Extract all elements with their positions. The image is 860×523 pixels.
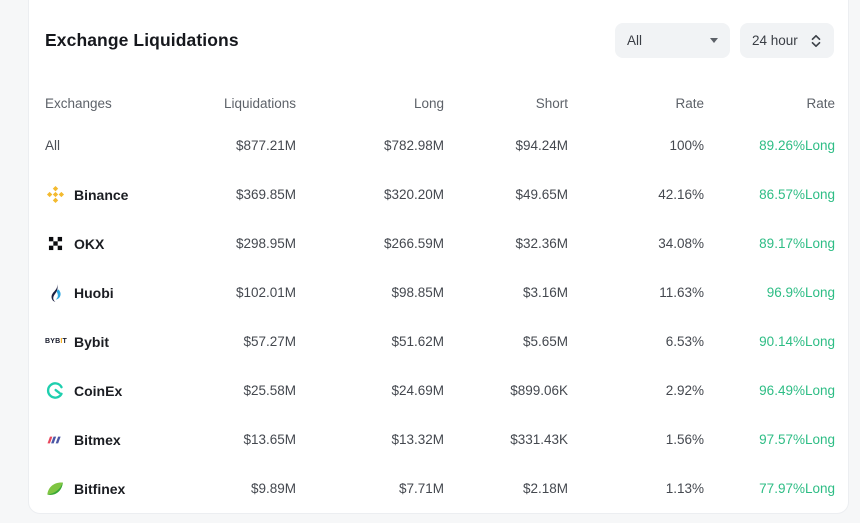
long-rate-value: 89.17%Long <box>759 236 835 251</box>
exchange-label: Bitfinex <box>74 480 126 497</box>
table-header-row: Exchanges Liquidations Long Short Rate R… <box>45 85 835 121</box>
long-value: $266.59M <box>383 236 444 251</box>
long-rate-value: 90.14%Long <box>759 334 835 349</box>
rate-value: 6.53% <box>665 334 704 349</box>
long-rate-value: 96.49%Long <box>759 383 835 398</box>
chevron-down-icon <box>710 38 718 43</box>
exchange-label: Huobi <box>74 284 114 301</box>
binance-icon <box>45 185 65 205</box>
exchange-label: All <box>45 138 61 153</box>
short-value: $3.16M <box>522 285 568 300</box>
liquidations-table: Exchanges Liquidations Long Short Rate R… <box>29 85 848 513</box>
rate-value: 1.13% <box>665 481 704 496</box>
time-range-select[interactable]: 24 hour <box>740 23 834 58</box>
long-value: $320.20M <box>383 187 444 202</box>
rate-value: 42.16% <box>658 187 704 202</box>
exchange-liquidations-card: Exchange Liquidations All 24 hour Exchan… <box>28 0 849 514</box>
long-rate-value: 86.57%Long <box>759 187 835 202</box>
liquidations-value: $877.21M <box>235 138 296 153</box>
short-value: $32.36M <box>515 236 568 251</box>
short-value: $94.24M <box>515 138 568 153</box>
table-row-bitmex: Bitmex $13.65M $13.32M $331.43K 1.56% 97… <box>45 415 835 464</box>
exchange-label: OKX <box>74 235 105 252</box>
exchange-label: Bybit <box>74 333 110 350</box>
table-row-binance: Binance $369.85M $320.20M $49.65M 42.16%… <box>45 170 835 219</box>
col-header-rate: Rate <box>675 95 704 111</box>
long-rate-value: 97.57%Long <box>759 432 835 447</box>
liquidations-value: $369.85M <box>235 187 296 202</box>
liquidations-value: $25.58M <box>243 383 296 398</box>
short-value: $331.43K <box>510 432 568 447</box>
bitmex-icon <box>45 430 65 450</box>
liquidations-value: $9.89M <box>250 481 296 496</box>
table-row-huobi: Huobi $102.01M $98.85M $3.16M 11.63% 96.… <box>45 268 835 317</box>
exchange-filter-select[interactable]: All <box>615 23 730 58</box>
rate-value: 1.56% <box>665 432 704 447</box>
long-value: $7.71M <box>398 481 444 496</box>
long-value: $24.69M <box>391 383 444 398</box>
long-rate-value: 77.97%Long <box>759 481 835 496</box>
okx-icon <box>45 234 65 254</box>
rate-value: 2.92% <box>665 383 704 398</box>
long-value: $51.62M <box>391 334 444 349</box>
col-header-long-rate: Rate <box>806 95 835 111</box>
card-header: Exchange Liquidations All 24 hour <box>29 0 848 58</box>
rate-value: 34.08% <box>658 236 704 251</box>
col-header-long: Long <box>413 95 444 111</box>
liquidations-value: $13.65M <box>243 432 296 447</box>
rate-value: 100% <box>669 138 704 153</box>
rate-value: 11.63% <box>659 285 704 300</box>
long-value: $782.98M <box>383 138 444 153</box>
short-value: $899.06K <box>510 383 568 398</box>
table-row-all: All $877.21M $782.98M $94.24M 100% 89.26… <box>45 121 835 170</box>
short-value: $49.65M <box>515 187 568 202</box>
page-title: Exchange Liquidations <box>45 30 239 50</box>
long-rate-value: 96.9%Long <box>766 285 835 300</box>
liquidations-value: $298.95M <box>235 236 296 251</box>
short-value: $5.65M <box>522 334 568 349</box>
col-header-exchanges: Exchanges <box>45 95 112 111</box>
exchange-label: Bitmex <box>74 431 121 448</box>
exchange-label: CoinEx <box>74 382 123 399</box>
exchange-label: Binance <box>74 186 129 203</box>
short-value: $2.18M <box>522 481 568 496</box>
col-header-liquidations: Liquidations <box>223 95 296 111</box>
exchange-filter-value: All <box>627 33 643 48</box>
table-row-bybit: BYBIT Bybit $57.27M $51.62M $5.65M 6.53%… <box>45 317 835 366</box>
long-rate-value: 89.26%Long <box>759 138 835 153</box>
col-header-short: Short <box>535 95 568 111</box>
coinex-icon <box>45 381 65 401</box>
huobi-icon <box>45 283 65 303</box>
table-row-okx: OKX $298.95M $266.59M $32.36M 34.08% 89.… <box>45 219 835 268</box>
filter-controls: All 24 hour <box>615 23 834 58</box>
long-value: $13.32M <box>391 432 444 447</box>
up-down-spinner-icon <box>810 34 822 48</box>
bybit-icon: BYBIT <box>45 338 68 345</box>
liquidations-value: $102.01M <box>235 285 296 300</box>
long-value: $98.85M <box>391 285 444 300</box>
bitfinex-icon <box>45 479 65 499</box>
time-range-value: 24 hour <box>752 33 798 48</box>
table-row-coinex: CoinEx $25.58M $24.69M $899.06K 2.92% 96… <box>45 366 835 415</box>
table-row-bitfinex: Bitfinex $9.89M $7.71M $2.18M 1.13% 77.9… <box>45 464 835 513</box>
liquidations-value: $57.27M <box>243 334 296 349</box>
